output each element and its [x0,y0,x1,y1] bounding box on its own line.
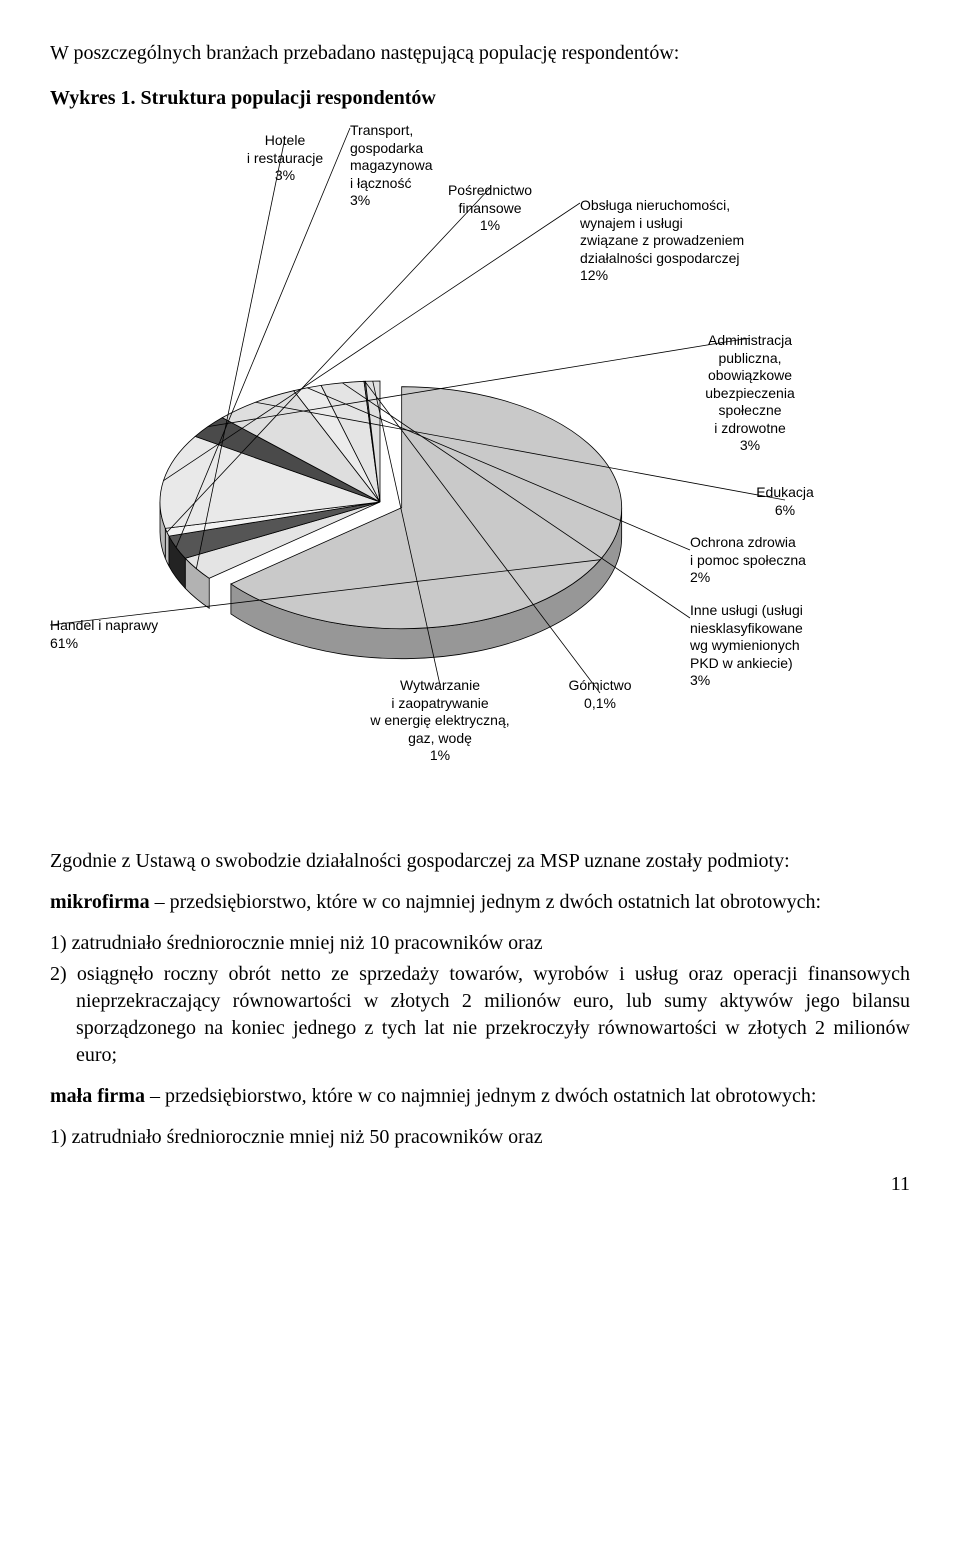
pie-label-obsluga: Obsługa nieruchomości,wynajem i usługizw… [580,197,790,285]
pie-label-inne: Inne usługi (usługiniesklasyfikowanewg w… [690,602,880,690]
mala-list: 1) zatrudniało średniorocznie mniej niż … [50,1124,910,1151]
pie-label-handel: Handel i naprawy61% [50,617,170,652]
list-item: 2) osiągnęło roczny obrót netto ze sprze… [50,961,910,1069]
intro-paragraph: W poszczególnych branżach przebadano nas… [50,40,910,67]
pie-chart: Handel i naprawy61% Hotelei restauracje3%… [50,122,910,822]
pie-label-posrednictwo: Pośrednictwofinansowe1% [430,182,550,235]
list-item: 1) zatrudniało średniorocznie mniej niż … [50,1124,910,1151]
body-p1: Zgodnie z Ustawą o swobodzie działalnośc… [50,848,910,875]
chart-caption: Wykres 1. Struktura populacji respondent… [50,85,910,112]
list-item: 1) zatrudniało średniorocznie mniej niż … [50,930,910,957]
pie-label-hotele: Hotelei restauracje3% [230,132,340,185]
pie-label-administracja: Administracjapubliczna,obowiązkoweubezpi… [690,332,810,455]
mala-def: mała firma – przedsiębiorstwo, które w c… [50,1083,910,1110]
mala-label: mała firma [50,1085,145,1107]
mikro-list: 1) zatrudniało średniorocznie mniej niż … [50,930,910,1069]
pie-label-wytwarzanie: Wytwarzaniei zaopatrywaniew energię elek… [340,677,540,765]
body-text: Zgodnie z Ustawą o swobodzie działalnośc… [50,848,910,1151]
page-number: 11 [50,1171,910,1198]
mikro-label: mikrofirma [50,891,150,913]
pie-label-gornictwo: Górnictwo0,1% [550,677,650,712]
pie-label-ochrona: Ochrona zdrowiai pomoc społeczna2% [690,534,860,587]
mikro-rest: – przedsiębiorstwo, które w co najmniej … [150,891,822,913]
mikro-def: mikrofirma – przedsiębiorstwo, które w c… [50,889,910,916]
mala-rest: – przedsiębiorstwo, które w co najmniej … [145,1085,817,1107]
pie-label-edukacja: Edukacja6% [730,484,840,519]
